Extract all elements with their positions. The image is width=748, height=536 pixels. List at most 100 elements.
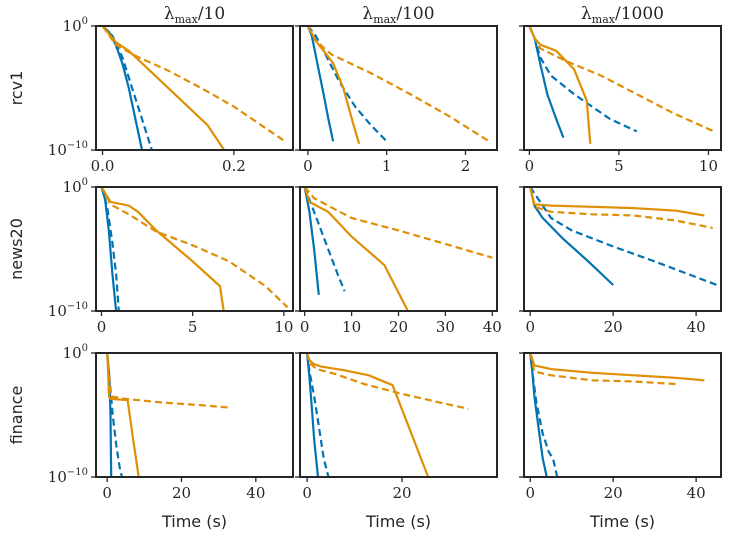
x-axis-label-col1: Time (s) — [161, 512, 227, 531]
axes-frame — [523, 352, 722, 478]
x-tick-label: 10 — [699, 157, 718, 175]
x-tick-label: 40 — [483, 318, 502, 336]
panel-news20-col3: 0 20 40 — [519, 186, 722, 336]
series-line-orange-dashed — [106, 353, 230, 409]
series-group — [529, 353, 705, 477]
y-tick-label: 10−10 — [48, 140, 88, 159]
series-line-orange-solid — [529, 353, 705, 382]
series-group — [306, 26, 490, 145]
series-group — [528, 26, 715, 144]
row-labels: rcv1 news20 finance — [7, 71, 26, 445]
y-tick-exponent: 0 — [82, 343, 88, 354]
lambda-subscript: max — [175, 13, 199, 26]
x-tick-label: 5 — [614, 157, 624, 175]
row-label-news20: news20 — [7, 218, 26, 280]
lambda-symbol: λ — [164, 4, 175, 24]
y-tick-exponent: 0 — [82, 16, 88, 27]
series-line-orange-dashed — [100, 187, 289, 309]
axes-frame — [95, 186, 294, 312]
series-line-orange-solid — [306, 26, 361, 145]
x-tick-label: 40 — [687, 484, 706, 502]
axes-frame — [523, 25, 722, 151]
x-axis-label-col3: Time (s) — [589, 512, 655, 531]
series-line-blue-dashed — [529, 187, 718, 287]
column-title-1: λmax/10 — [164, 4, 225, 26]
lambda-subscript: max — [592, 13, 616, 26]
y-tick-exponent: −10 — [67, 140, 88, 151]
series-line-orange-solid — [529, 187, 705, 217]
x-tick-label: 20 — [604, 318, 623, 336]
x-tick-label: 0 — [97, 318, 107, 336]
panel-finance-col3: 0 20 40 — [519, 352, 722, 502]
y-tick-base: 10 — [48, 468, 67, 486]
series-line-blue-solid — [529, 187, 614, 286]
lambda-symbol: λ — [581, 4, 592, 24]
series-group — [106, 353, 230, 477]
series-line-orange-dashed — [101, 26, 284, 142]
lambda-divisor: /10 — [198, 4, 225, 24]
lambda-divisor: /1000 — [615, 4, 664, 24]
panel-rcv1-col3: 0 5 10 — [519, 25, 722, 175]
panel-news20-col2: 0 10 20 30 40 — [295, 186, 502, 336]
x-tick-label: 20 — [393, 484, 412, 502]
column-title-3: λmax/1000 — [581, 4, 664, 26]
series-line-orange-solid — [100, 187, 225, 311]
x-tick-label: 20 — [604, 484, 623, 502]
series-line-blue-solid — [100, 187, 118, 311]
series-line-blue-solid — [101, 26, 144, 150]
y-tick-exponent: 0 — [82, 177, 88, 188]
x-tick-label: 10 — [342, 318, 361, 336]
y-tick-exponent: −10 — [67, 301, 88, 312]
y-tick-base: 10 — [48, 141, 67, 159]
y-tick-label: 100 — [63, 16, 88, 35]
y-tick-exponent: −10 — [67, 467, 88, 478]
series-group — [101, 26, 284, 150]
series-line-orange-dashed — [303, 187, 493, 259]
x-tick-label: 0 — [102, 484, 112, 502]
x-tick-label: 0 — [525, 318, 535, 336]
y-tick-label: 10−10 — [48, 301, 88, 320]
x-tick-label: 20 — [389, 318, 408, 336]
series-line-blue-solid — [528, 26, 565, 138]
x-tick-label: 0.2 — [222, 157, 246, 175]
series-group — [529, 187, 718, 287]
y-tick-base: 10 — [63, 178, 82, 196]
series-line-blue-dashed — [307, 26, 388, 143]
panel-rcv1-col2: 0 1 2 — [295, 25, 498, 175]
lambda-symbol: λ — [362, 4, 373, 24]
axes-frame — [299, 25, 498, 151]
y-tick-label: 10−10 — [48, 467, 88, 486]
series-line-orange-solid — [306, 353, 430, 477]
y-tick-base: 10 — [48, 302, 67, 320]
x-axis-label-col2: Time (s) — [365, 512, 431, 531]
x-tick-label: 0 — [525, 484, 535, 502]
x-tick-label: 0 — [525, 157, 535, 175]
axes-frame — [95, 352, 294, 478]
series-line-blue-solid — [303, 187, 320, 296]
axes-frame — [523, 186, 722, 312]
x-tick-label: 40 — [246, 484, 265, 502]
row-label-rcv1: rcv1 — [7, 71, 26, 106]
y-tick-base: 10 — [63, 344, 82, 362]
series-line-orange-dashed — [529, 187, 713, 229]
series-line-blue-dashed — [306, 353, 330, 477]
series-line-blue-solid — [306, 353, 320, 477]
series-line-orange-solid — [303, 187, 409, 311]
x-tick-label: 10 — [274, 318, 293, 336]
x-tick-label: 0 — [300, 318, 310, 336]
series-group — [306, 353, 469, 477]
x-tick-label: 30 — [436, 318, 455, 336]
series-line-orange-dashed — [306, 353, 469, 410]
column-title-2: λmax/100 — [362, 4, 434, 26]
series-line-orange-dashed — [306, 26, 490, 143]
series-line-orange-dashed — [528, 26, 715, 133]
series-line-blue-solid — [306, 26, 335, 142]
x-tick-label: 5 — [188, 318, 198, 336]
series-group — [303, 187, 493, 311]
x-tick-label: 0 — [303, 157, 313, 175]
x-tick-label: 2 — [461, 157, 471, 175]
